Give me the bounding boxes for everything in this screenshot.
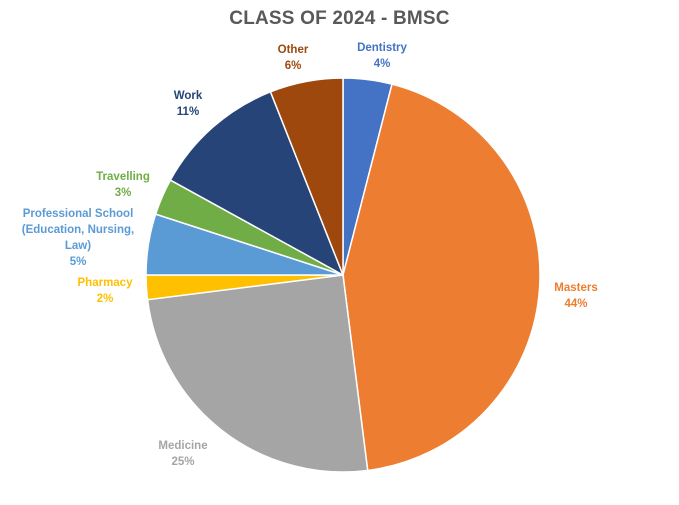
data-label-dentistry: Dentistry 4% [357,42,407,70]
pie-labels: Dentistry 4% Masters 44% Medicine 25% Pharmacy… [22,42,598,468]
data-label-professional: Professional School (Education, Nursing, L… [22,208,134,268]
data-label-masters: Masters 44% [554,282,597,310]
data-label-pharmacy: Pharmacy 2% [78,277,134,305]
pie-slice-other [269,77,344,276]
pie-slices [145,77,541,473]
chart-title: CLASS OF 2024 - BMSC [229,8,450,29]
data-label-work: Work 11% [174,90,203,118]
data-label-medicine: Medicine 25% [158,440,207,468]
pie-slice-work [169,90,345,277]
data-label-travelling: Travelling 3% [96,171,150,199]
pie-slice-medicine [146,274,369,473]
data-label-other: Other 6% [278,44,309,72]
pie-slice-masters [342,83,541,472]
